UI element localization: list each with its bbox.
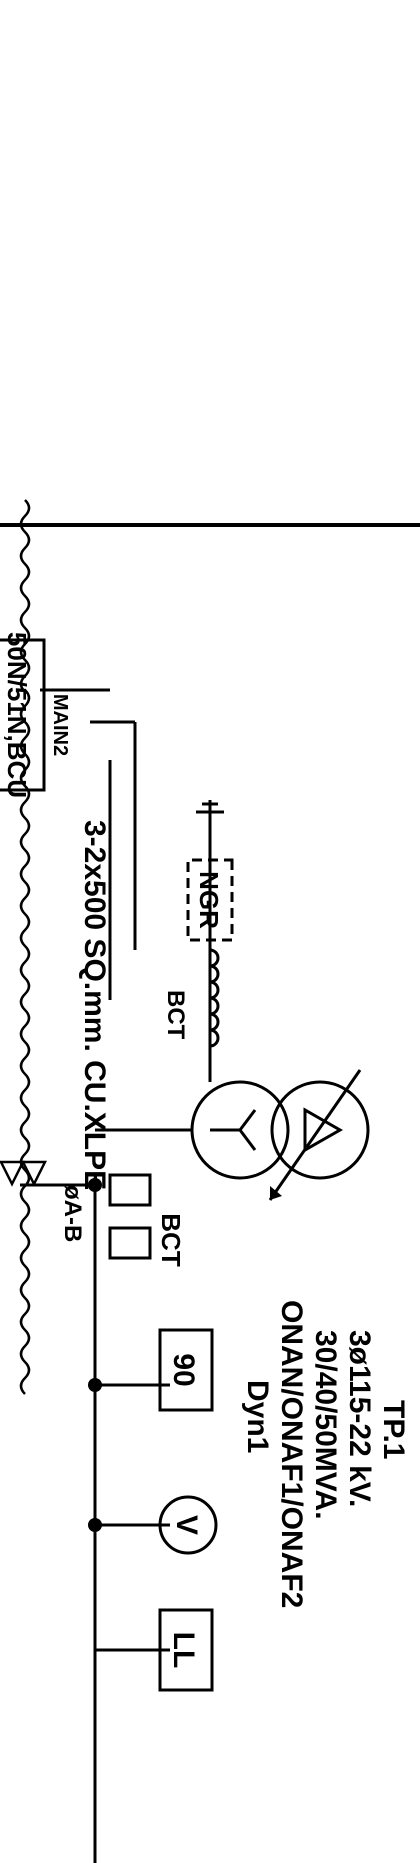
tp-vector: Dyn1: [241, 1380, 274, 1453]
bct-phase-box-1: [108, 1173, 152, 1207]
bct-phase-box-2: [108, 1226, 152, 1260]
transformer-winding-hv: [270, 1080, 370, 1180]
bct-upper-label: BCT: [156, 1213, 186, 1267]
phase-label: øA-B: [59, 1185, 86, 1242]
tp-title: TP.1: [377, 1400, 410, 1460]
device-ll-label: LL: [167, 1632, 200, 1669]
tp-rating: 30/40/50MVA.: [309, 1330, 342, 1520]
cable-wave-left: [19, 499, 31, 693]
rotated-drawing: 50N/51N,BCU MAIN2 3-2x500 SQ.mm. CU.XLPE: [0, 499, 420, 1863]
cable-wave: [19, 689, 31, 1395]
device-90-label: 90: [167, 1353, 200, 1386]
voltmeter-label: V: [170, 1515, 203, 1535]
cable-label: 3-2x500 SQ.mm. CU.XLPE: [78, 820, 111, 1190]
tp-cooling: ONAN/ONAF1/ONAF2: [275, 1300, 308, 1608]
delta-symbol: [303, 1107, 344, 1153]
relay-box: [0, 638, 46, 792]
relay-box-label: 50N/51N,BCU: [2, 632, 32, 798]
device-90-box: [158, 1328, 214, 1412]
cable-termination-2: [0, 1160, 26, 1187]
device-ll-box: [158, 1608, 214, 1692]
tp-voltage: 3ø115-22 kV.: [343, 1330, 376, 1507]
tap-changer-arrow: [268, 1069, 362, 1201]
cable-termination-1: [20, 1160, 48, 1187]
bct-lower-label: BCT: [162, 990, 189, 1040]
bct-neutral-coil: [209, 948, 220, 1048]
ngr-label: NGR: [194, 871, 224, 929]
voltmeter-circle: [158, 1495, 218, 1555]
junction-dot-1: [88, 1178, 102, 1192]
main2-label: MAIN2: [49, 694, 71, 756]
